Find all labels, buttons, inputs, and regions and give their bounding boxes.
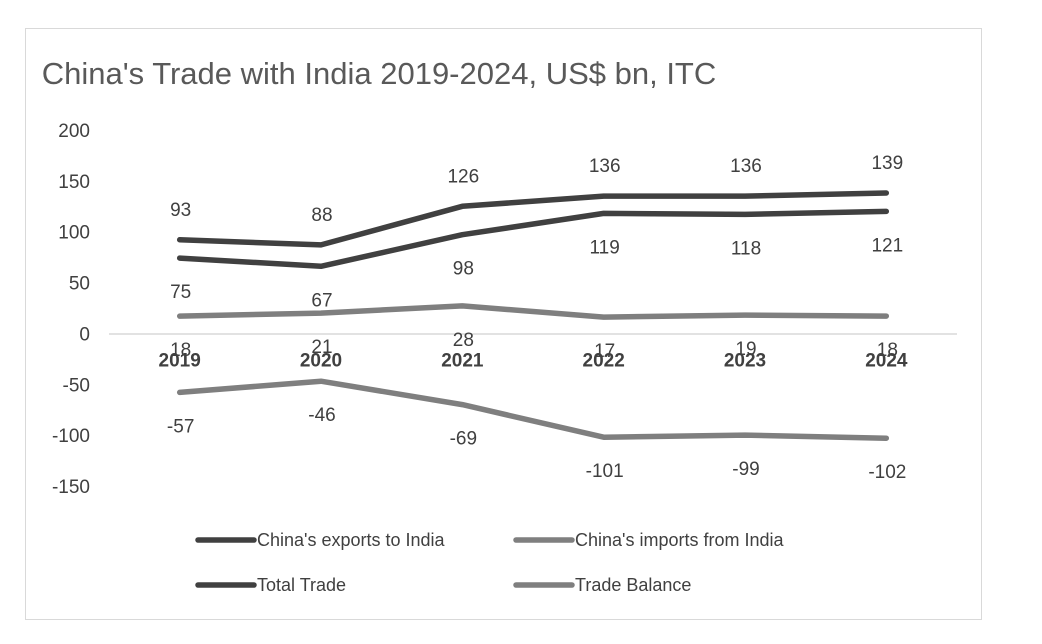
data-label: 136 xyxy=(730,156,762,177)
chart-svg: China's Trade with India 2019-2024, US$ … xyxy=(42,56,957,595)
data-label: 75 xyxy=(170,282,191,303)
legend-label: China's imports from India xyxy=(575,530,785,550)
data-label: 126 xyxy=(447,166,479,187)
data-labels: 75 67 98 119 118 121 18 21 28 17 19 18 93 88 126 136 136… xyxy=(167,153,906,483)
legend-label: Trade Balance xyxy=(575,575,691,595)
data-label: -102 xyxy=(868,462,906,483)
chart-title: China's Trade with India 2019-2024, US$ … xyxy=(42,56,717,91)
data-label: -69 xyxy=(450,429,477,450)
series-line-trade-balance xyxy=(176,378,890,441)
y-tick-label: 100 xyxy=(58,223,90,244)
x-category-label: 2022 xyxy=(583,350,625,371)
y-tick-label: -50 xyxy=(63,375,90,396)
data-label: 18 xyxy=(877,340,898,361)
data-label: 21 xyxy=(311,337,332,358)
data-label: 121 xyxy=(871,235,903,256)
legend: China's exports to India China's imports … xyxy=(195,530,785,595)
x-category-label: 2020 xyxy=(300,350,342,371)
data-label: -101 xyxy=(586,461,624,482)
data-label: 139 xyxy=(871,153,903,174)
legend-label: Total Trade xyxy=(257,575,346,595)
series-line-total-trade xyxy=(176,190,890,248)
x-category-label: 2024 xyxy=(865,350,908,371)
x-category-label: 2023 xyxy=(724,350,766,371)
y-axis-ticks: 200 150 100 50 0 -50 -100 -150 xyxy=(52,121,90,498)
y-tick-label: 0 xyxy=(79,324,90,345)
data-label: -57 xyxy=(167,416,194,437)
data-label: 119 xyxy=(590,237,620,258)
series-line-china-s-exports-to-india xyxy=(176,208,890,270)
data-label: 28 xyxy=(453,330,474,351)
x-axis-categories: 2019 2020 2021 2022 2023 2024 xyxy=(159,350,908,371)
data-label: 17 xyxy=(594,341,615,362)
data-label: 118 xyxy=(731,238,761,259)
y-tick-label: 200 xyxy=(58,121,90,142)
data-label: -46 xyxy=(308,405,335,426)
x-category-label: 2021 xyxy=(441,350,484,371)
y-tick-label: -150 xyxy=(52,477,90,498)
data-label: 18 xyxy=(170,340,191,361)
data-label: 98 xyxy=(453,259,474,280)
data-label: 136 xyxy=(589,156,621,177)
series-line-china-s-imports-from-india xyxy=(176,303,890,320)
data-label: 67 xyxy=(311,290,332,311)
chart-area: China's Trade with India 2019-2024, US$ … xyxy=(25,28,982,620)
legend-label: China's exports to India xyxy=(257,530,446,550)
y-tick-label: -100 xyxy=(52,426,90,447)
y-tick-label: 150 xyxy=(58,172,90,193)
data-label: -99 xyxy=(732,459,759,480)
data-label: 93 xyxy=(170,200,191,221)
data-label: 19 xyxy=(735,339,756,360)
x-category-label: 2019 xyxy=(159,350,201,371)
data-label: 88 xyxy=(311,205,332,226)
series-lines xyxy=(176,190,890,441)
y-tick-label: 50 xyxy=(69,274,90,295)
